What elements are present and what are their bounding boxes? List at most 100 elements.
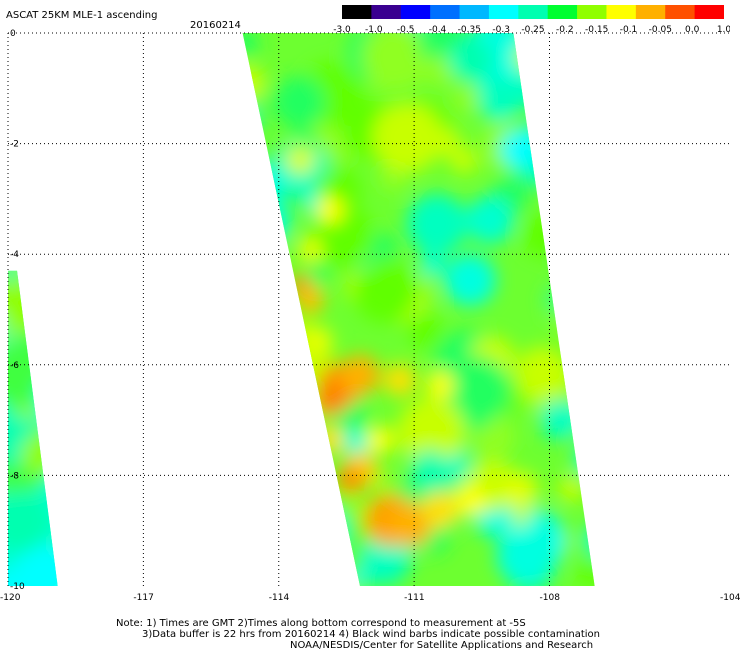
- swath-cell: [34, 295, 58, 328]
- colorbar-labels: -3.0 -1.0 -0.5 -0.4 -0.35 -0.3 -0.25 -0.2 -0.15 -…: [333, 25, 730, 34]
- swath-plot: 0-2-4-6-8-10-120-117-114-111-108-1045:19…: [0, 29, 740, 600]
- colorbar-swatch: [488, 5, 519, 19]
- swath-cell: [550, 286, 595, 338]
- swath-cell: [314, 384, 346, 416]
- colorbar-label: -0.25: [521, 25, 544, 34]
- swath-cell: [12, 542, 58, 586]
- swath-cell: [558, 226, 595, 283]
- swath-cell: [298, 238, 322, 262]
- swath-cell: [454, 484, 486, 516]
- colorbar-label: -0.1: [620, 25, 638, 34]
- swath-cell: [50, 270, 58, 291]
- swath-cell: [35, 371, 58, 434]
- x-tick-label: -117: [133, 593, 153, 600]
- swath-cell: [372, 102, 443, 173]
- swath-cell: [500, 130, 540, 170]
- swath-cell: [576, 90, 595, 123]
- swath-cell: [576, 259, 595, 301]
- swath-cell: [273, 76, 326, 129]
- swath-cell: [478, 78, 522, 122]
- swath-cell: [448, 38, 492, 82]
- swath-cell: [8, 547, 35, 586]
- swath-east: [242, 33, 595, 586]
- swath-cell: [466, 196, 514, 244]
- swath-cell: [373, 472, 397, 496]
- swath-cell: [30, 270, 58, 300]
- swath-west: [8, 270, 58, 586]
- swath-cell: [366, 426, 394, 454]
- swath-cell: [8, 270, 21, 282]
- swath-cell: [568, 403, 595, 445]
- swath-cell: [515, 346, 570, 401]
- colorbar-label: -1.0: [365, 25, 383, 34]
- swath-cell: [8, 490, 52, 553]
- swath-cell: [36, 270, 58, 313]
- swath-cell: [576, 317, 595, 358]
- swath-cell: [242, 532, 268, 574]
- x-tick-label: -108: [540, 593, 561, 600]
- swath-cell: [242, 502, 259, 533]
- swath-cell: [496, 524, 558, 586]
- swath-cell: [572, 420, 595, 460]
- note-line-2: 3)Data buffer is 22 hrs from 20160214 4)…: [142, 629, 600, 640]
- swath-cell: [406, 193, 468, 255]
- swath-cell: [308, 328, 332, 352]
- swath-cell: [249, 175, 270, 196]
- swath-cell: [582, 522, 595, 558]
- swath-cell: [15, 270, 58, 312]
- swath-cell: [564, 180, 595, 229]
- swath-cell: [420, 252, 445, 277]
- swath-cell: [585, 206, 595, 234]
- y-tick-label: -4: [10, 250, 19, 260]
- y-tick-label: -10: [10, 582, 25, 592]
- swath-cell: [21, 293, 51, 323]
- y-tick-label: 0: [10, 29, 16, 39]
- colorbar-swatch: [547, 5, 578, 19]
- chart-date: 20160214: [190, 20, 241, 31]
- swath-cell: [46, 354, 58, 390]
- swath-cell: [32, 376, 58, 404]
- swath-cell: [430, 127, 461, 158]
- swath-cell: [51, 524, 58, 551]
- swath-cell: [343, 429, 370, 456]
- swath-cell: [242, 109, 259, 134]
- swath-cell: [20, 434, 58, 475]
- colorbar-label: -3.0: [333, 25, 351, 34]
- swath-cell: [336, 466, 364, 494]
- swath-cell: [410, 450, 450, 490]
- swath-cell: [242, 234, 267, 272]
- swath-cell: [544, 284, 576, 316]
- swath-cell: [340, 355, 380, 395]
- colorbar-swatch: [430, 5, 461, 19]
- swath-cell: [426, 371, 454, 399]
- colorbar-label: -0.35: [458, 25, 481, 34]
- swath-cell: [286, 146, 314, 174]
- swath-cell: [422, 492, 458, 528]
- x-tick-label: -114: [269, 593, 290, 600]
- colorbar-label: -0.15: [585, 25, 608, 34]
- swath-cell: [21, 277, 58, 322]
- note-line-1: Note: 1) Times are GMT 2)Times along bot…: [116, 618, 526, 629]
- swath-cell: [242, 163, 285, 208]
- grid: [7, 32, 730, 586]
- swath-cell: [549, 90, 590, 130]
- swath-cell: [529, 44, 569, 83]
- swath-cell: [242, 154, 267, 195]
- x-tick-label: -104: [720, 593, 740, 600]
- colorbar-label: -0.05: [649, 25, 672, 34]
- swath-cell: [25, 270, 55, 286]
- swath-cell: [296, 130, 317, 151]
- colorbar-swatch: [371, 5, 402, 19]
- swath-cell: [30, 371, 58, 422]
- swath-cell: [286, 451, 313, 478]
- swath-cell: [40, 351, 58, 373]
- swath-cell: [38, 425, 58, 453]
- swath-cell: [366, 232, 398, 264]
- colorbar: [342, 5, 724, 19]
- swath-cell: [451, 84, 480, 113]
- swath-cell: [521, 213, 566, 257]
- swath-cell: [242, 216, 269, 251]
- swath-cell: [242, 65, 265, 103]
- note-line-3: NOAA/NESDIS/Center for Satellite Applica…: [290, 640, 594, 651]
- colorbar-label: 0.0: [685, 25, 700, 34]
